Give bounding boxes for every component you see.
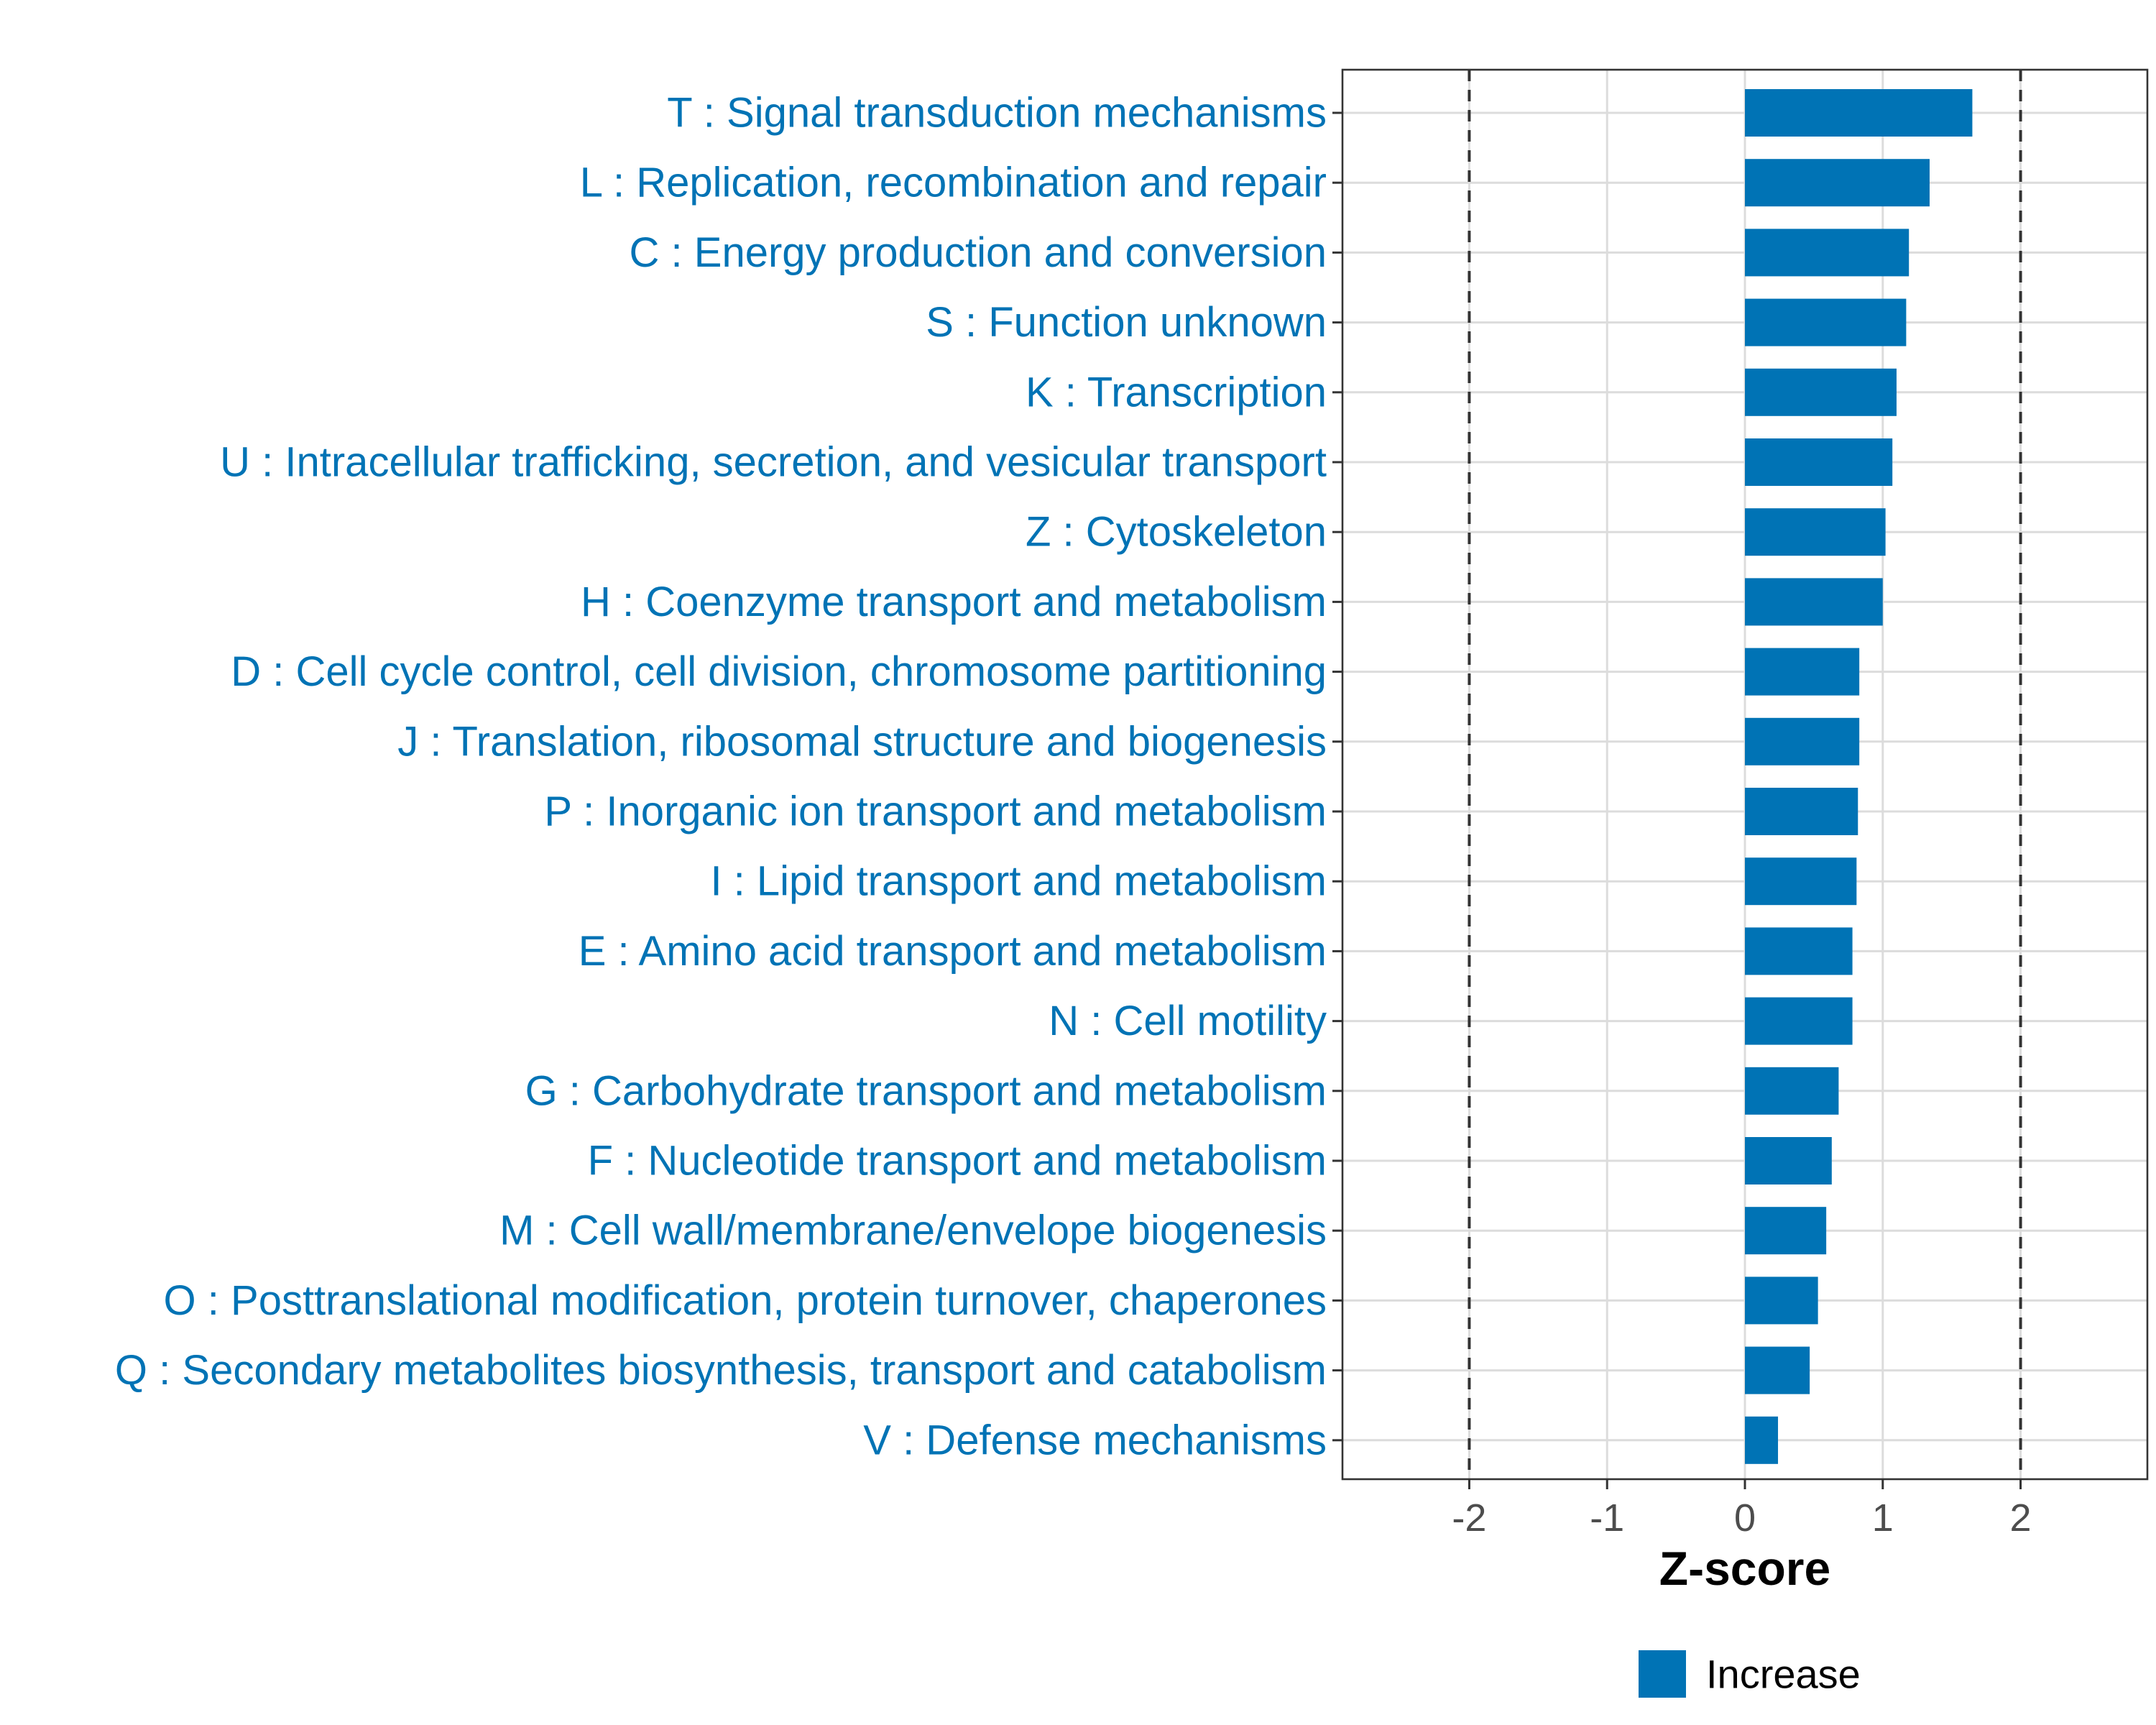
category-label: Z : Cytoskeleton: [1026, 509, 1327, 556]
category-labels: T : Signal transduction mechanisms L : Re…: [115, 90, 1327, 1464]
bars: [1745, 89, 1973, 1464]
category-label: K : Transcription: [1026, 369, 1327, 415]
category-label: N : Cell motility: [1049, 998, 1327, 1044]
legend: Increase: [1639, 1650, 1861, 1698]
x-axis-ticks: [1468, 1479, 2022, 1489]
bar-z: [1745, 508, 1886, 556]
category-label: P : Inorganic ion transport and metaboli…: [544, 788, 1327, 835]
reference-lines: [1468, 70, 2022, 1479]
legend-key-increase: [1639, 1650, 1686, 1698]
x-axis-title: Z-score: [1659, 1542, 1830, 1595]
x-tick-labels: -2 -1 0 1 2: [1452, 1496, 2031, 1540]
y-axis-ticks: [1332, 111, 1342, 1442]
bar-p: [1745, 788, 1858, 835]
category-label: T : Signal transduction mechanisms: [667, 90, 1327, 137]
bar-u: [1745, 438, 1893, 486]
category-label: Q : Secondary metabolites biosynthesis, …: [115, 1347, 1327, 1394]
bar-c: [1745, 229, 1909, 277]
bar-e: [1745, 927, 1853, 975]
x-tick-label: 1: [1872, 1496, 1894, 1540]
bar-k: [1745, 368, 1897, 416]
bar-m: [1745, 1207, 1827, 1255]
x-tick-label: 0: [1734, 1496, 1756, 1540]
x-tick-label: 2: [2010, 1496, 2032, 1540]
category-label: D : Cell cycle control, cell division, c…: [231, 648, 1327, 695]
bar-h: [1745, 578, 1883, 626]
category-label: F : Nucleotide transport and metabolism: [588, 1138, 1327, 1184]
bar-v: [1745, 1416, 1779, 1464]
category-label: G : Carbohydrate transport and metabolis…: [525, 1067, 1327, 1114]
category-label: H : Coenzyme transport and metabolism: [581, 579, 1327, 625]
category-label: V : Defense mechanisms: [863, 1417, 1327, 1463]
category-label: M : Cell wall/membrane/envelope biogenes…: [499, 1208, 1327, 1254]
bar-q: [1745, 1346, 1810, 1394]
category-label: O : Posttranslational modification, prot…: [164, 1277, 1327, 1324]
bar-i: [1745, 857, 1857, 906]
x-tick-label: -2: [1452, 1496, 1486, 1540]
bar-t: [1745, 89, 1973, 137]
bar-f: [1745, 1137, 1832, 1184]
category-label: C : Energy production and conversion: [630, 229, 1327, 276]
legend-label-increase: Increase: [1706, 1652, 1861, 1697]
bar-o: [1745, 1276, 1818, 1325]
x-tick-label: -1: [1590, 1496, 1624, 1540]
bar-d: [1745, 648, 1860, 696]
category-label: S : Function unknown: [926, 299, 1327, 346]
bar-g: [1745, 1067, 1839, 1115]
category-label: L : Replication, recombination and repai…: [580, 160, 1327, 206]
category-label: E : Amino acid transport and metabolism: [579, 928, 1327, 975]
category-label: I : Lipid transport and metabolism: [710, 858, 1327, 905]
bar-s: [1745, 298, 1907, 346]
category-label: J : Translation, ribosomal structure and…: [397, 718, 1327, 765]
bar-j: [1745, 717, 1860, 765]
bar-l: [1745, 159, 1930, 207]
bar-n: [1745, 997, 1853, 1045]
category-label: U : Intracellular trafficking, secretion…: [220, 439, 1327, 486]
